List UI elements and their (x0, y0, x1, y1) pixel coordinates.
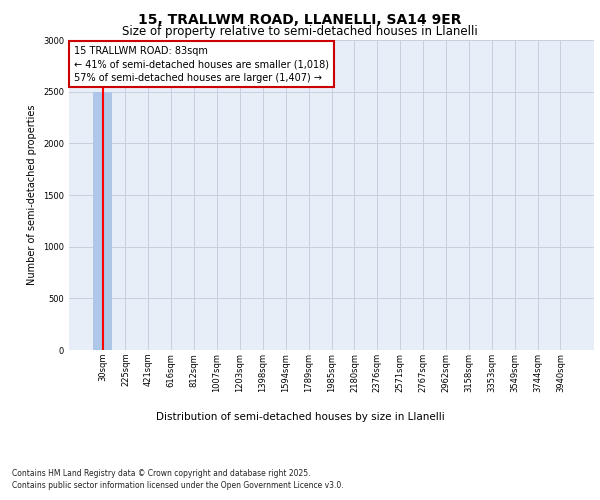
Y-axis label: Number of semi-detached properties: Number of semi-detached properties (28, 105, 37, 285)
Bar (93, 92, 112, 350)
Text: 15, TRALLWM ROAD, LLANELLI, SA14 9ER: 15, TRALLWM ROAD, LLANELLI, SA14 9ER (138, 12, 462, 26)
Text: Contains public sector information licensed under the Open Government Licence v3: Contains public sector information licen… (12, 481, 344, 490)
Text: Size of property relative to semi-detached houses in Llanelli: Size of property relative to semi-detach… (122, 25, 478, 38)
Text: 15 TRALLWM ROAD: 83sqm
← 41% of semi-detached houses are smaller (1,018)
57% of : 15 TRALLWM ROAD: 83sqm ← 41% of semi-det… (74, 46, 329, 82)
Text: Distribution of semi-detached houses by size in Llanelli: Distribution of semi-detached houses by … (155, 412, 445, 422)
Text: Contains HM Land Registry data © Crown copyright and database right 2025.: Contains HM Land Registry data © Crown c… (12, 468, 311, 477)
